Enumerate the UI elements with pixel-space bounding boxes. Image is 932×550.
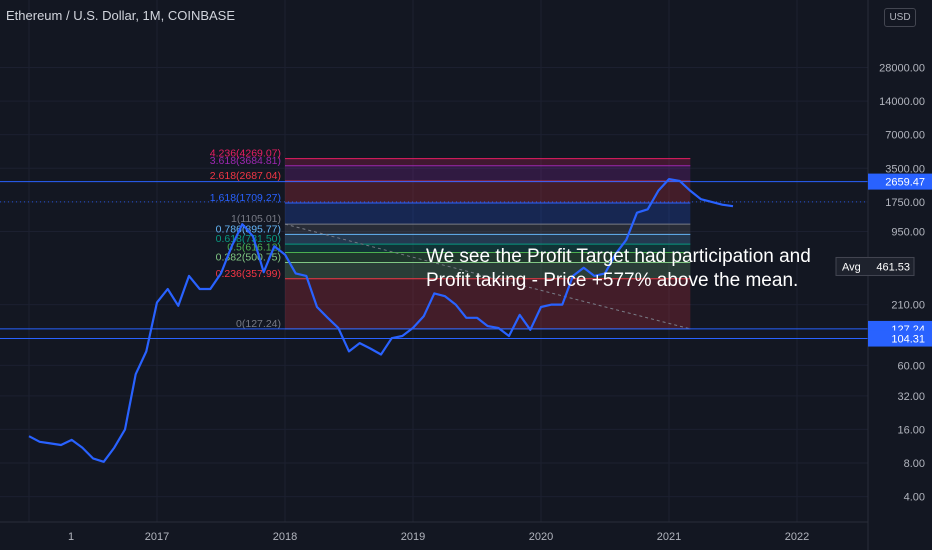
fib-zone	[285, 224, 691, 235]
time-axis-tick-label: 2019	[401, 531, 425, 543]
price-axis-tick-label: 28000.00	[879, 62, 925, 74]
avg-value: 461.53	[876, 261, 910, 273]
time-axis-tick-label: 2018	[273, 531, 297, 543]
fib-zone	[285, 278, 691, 329]
fib-level-label: 4.236(4269.07)	[210, 148, 281, 160]
chart-annotation: We see the Profit Target had participati…	[426, 246, 811, 291]
fib-trend-line	[284, 223, 691, 330]
time-axis-tick-label: 2022	[785, 531, 809, 543]
time-axis-tick-label: 1	[68, 531, 74, 543]
fib-level-label: 2.618(2687.04)	[210, 170, 281, 182]
avg-label: Avg	[842, 261, 861, 273]
price-axis-tick-label: 32.00	[897, 391, 925, 403]
price-axis-tick-label: 1750.00	[885, 197, 925, 209]
currency-button[interactable]: USD	[884, 8, 916, 27]
avg-label-background	[835, 256, 915, 276]
price-axis-tick-label: 60.00	[897, 360, 925, 372]
price-series-line	[28, 178, 734, 463]
fib-level-label: 0.5(616.12)	[227, 241, 281, 253]
fib-level-label: 0.618(731.50)	[216, 233, 281, 245]
fib-zone	[285, 244, 691, 253]
price-axis-tick-label: 14000.00	[879, 96, 925, 108]
fib-level-label: 1.618(1709.27)	[210, 192, 281, 204]
horizontal-lines	[0, 181, 868, 340]
fib-zone	[285, 262, 691, 279]
fib-zone	[285, 203, 691, 225]
fib-zone	[285, 158, 691, 166]
price-label: 104.31	[891, 334, 925, 346]
price-axis-tick-label: 16.00	[897, 424, 925, 436]
price-axis-tick-label: 210.00	[891, 300, 925, 312]
time-axis-tick-label: 2017	[145, 531, 169, 543]
chart-title: Ethereum / U.S. Dollar, 1M, COINBASE	[6, 8, 236, 23]
time-axis-tick-label: 2021	[657, 531, 681, 543]
price-label-background	[868, 173, 932, 190]
price-label-background	[868, 330, 932, 347]
price-label: 2659.47	[885, 177, 925, 189]
fib-zone	[285, 181, 691, 204]
fib-zone	[285, 234, 691, 245]
price-axis-tick-label: 7000.00	[885, 130, 925, 142]
fib-zone	[285, 252, 691, 263]
time-axis-tick-label: 2020	[529, 531, 553, 543]
fib-level-label: 0.382(500.75)	[216, 252, 281, 264]
price-axis-tick-label: 8.00	[904, 458, 925, 470]
price-axis-tick-label: 4.00	[904, 492, 925, 504]
fib-level-label: 3.618(3684.81)	[210, 155, 281, 167]
time-axis: 1 2017 2018 2019 2020 2021 2022	[0, 521, 868, 543]
price-axis-tick-label: 3500.00	[885, 163, 925, 175]
fib-zone	[285, 165, 691, 182]
fib-level-label: 0(127.24)	[236, 318, 281, 330]
price-axis: 28000.00 14000.00 7000.00 3500.00 1750.00 950…	[835, 0, 932, 550]
fib-level-label: 0.236(357.99)	[216, 268, 281, 280]
grid-lines	[0, 0, 868, 522]
price-axis-tick-label: 950.00	[891, 226, 925, 238]
fib-level-label: 1(1105.01)	[231, 213, 281, 225]
